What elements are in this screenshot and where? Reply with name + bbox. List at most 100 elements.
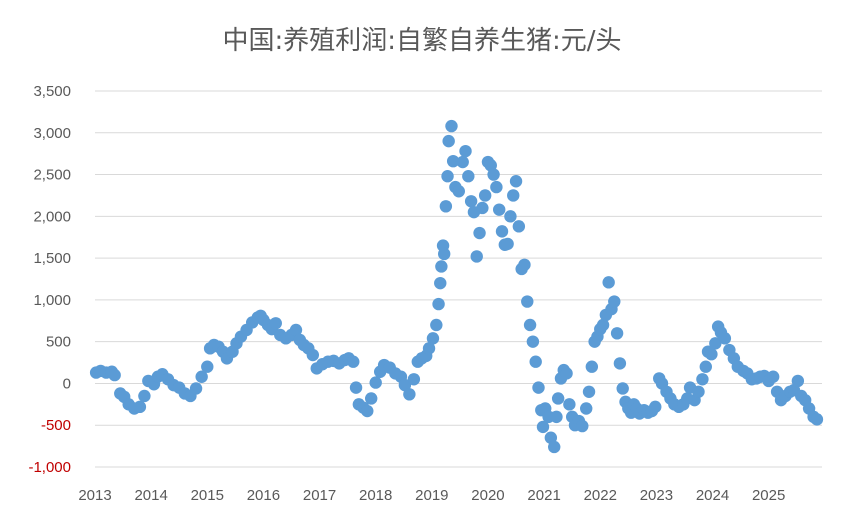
data-point	[608, 295, 621, 308]
chart-title: 中国:养殖利润:自繁自养生猪:元/头	[222, 26, 621, 56]
data-point	[705, 348, 718, 361]
data-point	[692, 385, 705, 398]
data-point	[696, 373, 709, 386]
data-point	[349, 381, 363, 394]
data-point	[718, 332, 732, 345]
data-point	[523, 318, 537, 332]
data-point	[529, 355, 542, 368]
data-point	[306, 348, 320, 362]
data-point	[365, 392, 378, 405]
data-point	[195, 370, 208, 383]
x-axis-tick-labels: 2013 2014 2015 2016 2017 2018 2019 2020 2021 2022…	[78, 487, 785, 504]
x-tick-label: 2024	[696, 487, 729, 504]
data-point	[791, 374, 805, 388]
data-point	[422, 342, 436, 355]
data-point	[189, 382, 203, 395]
data-point	[504, 210, 517, 223]
data-point	[361, 404, 374, 418]
data-point	[398, 378, 412, 392]
data-point	[810, 413, 824, 426]
data-point	[536, 420, 550, 434]
data-point	[518, 258, 531, 271]
y-axis-tick-labels: -1,000 -500 0 500 1,000 1,500 2,000 2,500 3,000 3…	[28, 83, 71, 476]
y-tick-label: 2,500	[33, 167, 71, 184]
data-point	[476, 201, 489, 215]
data-point	[464, 195, 478, 208]
x-tick-label: 2013	[78, 487, 111, 504]
x-tick-label: 2019	[415, 487, 448, 504]
x-tick-label: 2025	[752, 487, 785, 504]
data-point	[585, 360, 599, 373]
data-point	[430, 318, 443, 332]
data-point	[473, 226, 486, 240]
data-point	[526, 335, 540, 348]
x-tick-label: 2022	[584, 487, 617, 504]
data-point	[459, 144, 472, 158]
data-point	[582, 385, 596, 398]
data-point	[560, 367, 573, 380]
y-tick-label: 2,000	[33, 208, 71, 225]
data-point	[407, 373, 421, 386]
data-point	[403, 388, 416, 401]
data-point	[432, 297, 445, 311]
gridlines	[95, 90, 822, 468]
data-point	[445, 119, 458, 133]
data-point	[616, 382, 629, 395]
data-point	[610, 327, 624, 340]
data-points	[89, 119, 824, 454]
data-point	[548, 440, 561, 454]
data-point	[456, 155, 469, 169]
data-point	[490, 180, 503, 194]
data-point	[699, 360, 712, 373]
data-point	[108, 368, 121, 382]
x-tick-label: 2018	[359, 487, 392, 504]
data-point	[532, 381, 545, 394]
data-point	[437, 247, 451, 261]
x-tick-label: 2016	[247, 487, 280, 504]
data-point	[434, 276, 447, 290]
y-tick-label: -500	[41, 417, 71, 434]
data-point	[426, 332, 440, 345]
data-point	[269, 317, 282, 330]
data-point	[470, 250, 483, 263]
data-point	[649, 400, 662, 414]
data-point	[563, 398, 576, 411]
data-point	[613, 357, 627, 370]
data-point	[446, 154, 460, 168]
data-point	[487, 168, 500, 181]
x-tick-label: 2015	[191, 487, 224, 504]
x-tick-label: 2021	[527, 487, 560, 504]
data-point	[439, 200, 453, 213]
data-point	[495, 225, 509, 238]
data-point	[766, 370, 780, 383]
data-point	[452, 185, 465, 198]
data-point	[138, 389, 151, 403]
data-point	[435, 260, 448, 273]
data-point	[462, 170, 475, 183]
x-tick-label: 2020	[471, 487, 504, 504]
y-tick-label: 3,000	[33, 125, 71, 142]
data-point	[507, 189, 520, 202]
y-tick-label: 1,000	[33, 292, 71, 309]
data-point	[580, 402, 593, 415]
data-point	[602, 276, 615, 289]
data-point	[509, 175, 523, 188]
data-point	[478, 189, 492, 202]
y-tick-label: 3,500	[33, 83, 71, 100]
data-point	[441, 170, 454, 183]
data-point	[133, 400, 147, 414]
data-point	[596, 318, 610, 332]
x-tick-label: 2014	[134, 487, 167, 504]
x-tick-label: 2023	[640, 487, 673, 504]
data-point	[347, 355, 360, 368]
y-tick-label: 0	[63, 375, 71, 392]
data-point	[521, 295, 534, 308]
data-point	[550, 410, 563, 424]
data-point	[512, 220, 526, 233]
data-point	[576, 419, 589, 433]
data-point	[709, 337, 722, 350]
y-tick-label: 500	[46, 334, 71, 351]
y-tick-label: -1,000	[28, 459, 71, 476]
data-point	[551, 392, 565, 405]
